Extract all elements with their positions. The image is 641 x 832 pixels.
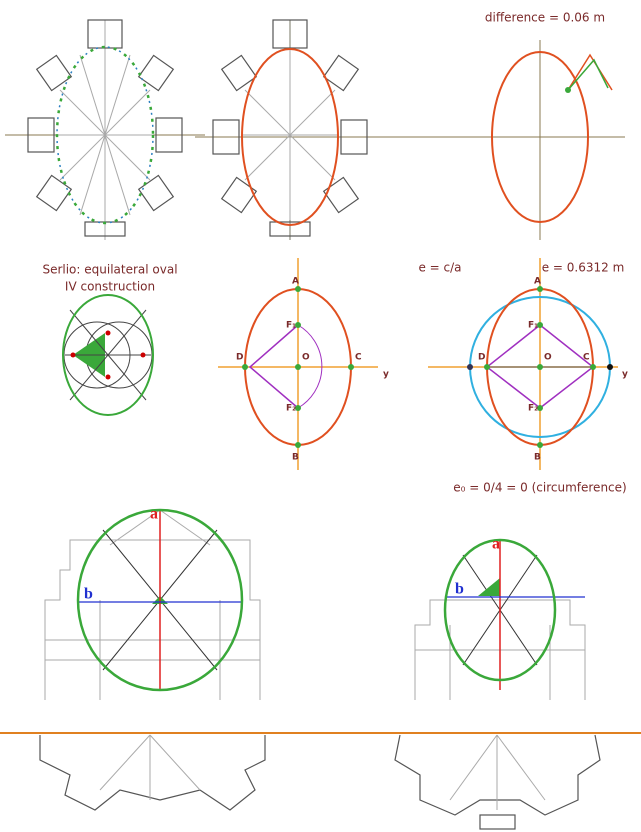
circle-shape: [467, 364, 473, 370]
section-2: a b: [415, 536, 585, 700]
eccentricity-formula: e = c/a: [418, 261, 461, 275]
circle-shape: [106, 375, 111, 380]
circle-shape: [141, 353, 146, 358]
point-label: D: [236, 353, 243, 363]
rect-shape: [139, 175, 174, 210]
g-shape: [57, 50, 153, 220]
semi-axis-label: b: [455, 581, 464, 598]
point-label: D: [478, 353, 485, 363]
half-plans: [40, 735, 600, 829]
circle-shape: [565, 87, 571, 93]
polygon-shape: [478, 578, 500, 596]
plan-orange: [195, 20, 625, 240]
point-label: O: [302, 353, 310, 363]
point-label: A: [534, 277, 541, 287]
circle-shape: [71, 353, 76, 358]
point-label: F₂: [286, 404, 296, 414]
point-label: C: [583, 353, 590, 363]
point-label: B: [292, 453, 299, 463]
rect-shape: [480, 815, 515, 829]
point-label: A: [292, 277, 299, 287]
difference-panel: difference = 0.06 m: [485, 11, 612, 241]
construction-panel-1: A B C D O F₁ F₂ y: [218, 258, 389, 470]
serlio-panel: Serlio: equilateral oval IV construction: [42, 263, 177, 416]
circumference-note: e₀ = 0/4 = 0 (circumference): [453, 481, 626, 495]
semi-axis-label: a: [150, 506, 158, 523]
difference-label: difference = 0.06 m: [485, 11, 605, 25]
construction-panel-2: e = c/a e = 0.6312 m A B C D O F₁ F₂ y e…: [418, 258, 628, 495]
point-label: O: [544, 353, 552, 363]
section-1: a b: [45, 506, 260, 700]
polyline-shape: [568, 55, 612, 90]
line-shape: [150, 735, 200, 790]
circle-shape: [295, 286, 301, 292]
circle-shape: [348, 364, 354, 370]
rect-shape: [37, 55, 72, 90]
plan-green: [5, 20, 205, 240]
semi-axis-label: b: [84, 586, 93, 603]
circle-shape: [106, 331, 111, 336]
axis-label: y: [622, 370, 628, 380]
point-label: F₁: [286, 321, 296, 331]
rect-shape: [222, 177, 257, 212]
circle-shape: [537, 442, 543, 448]
line-shape: [100, 735, 150, 790]
circle-shape: [295, 364, 301, 370]
circle-shape: [590, 364, 596, 370]
line-shape: [497, 735, 545, 800]
axis-label: y: [383, 370, 389, 380]
eccentricity-value: e = 0.6312 m: [542, 261, 625, 275]
point-label: B: [534, 453, 541, 463]
point-label: F₁: [528, 321, 538, 331]
circle-shape: [484, 364, 490, 370]
serlio-subtitle: IV construction: [65, 280, 155, 294]
diagram: difference = 0.06 m Serlio: equilateral …: [0, 0, 641, 832]
polyline-shape: [45, 540, 260, 700]
rect-shape: [37, 175, 72, 210]
polyline-shape: [40, 735, 265, 810]
point-label: C: [355, 353, 362, 363]
circle-shape: [537, 286, 543, 292]
circle-shape: [607, 364, 613, 370]
point-label: F₂: [528, 404, 538, 414]
line-shape: [450, 735, 497, 800]
semi-axis-label: a: [492, 536, 500, 553]
circle-shape: [537, 364, 543, 370]
circle-shape: [242, 364, 248, 370]
serlio-title: Serlio: equilateral oval: [42, 263, 177, 277]
circle-shape: [295, 442, 301, 448]
rect-shape: [324, 177, 359, 212]
